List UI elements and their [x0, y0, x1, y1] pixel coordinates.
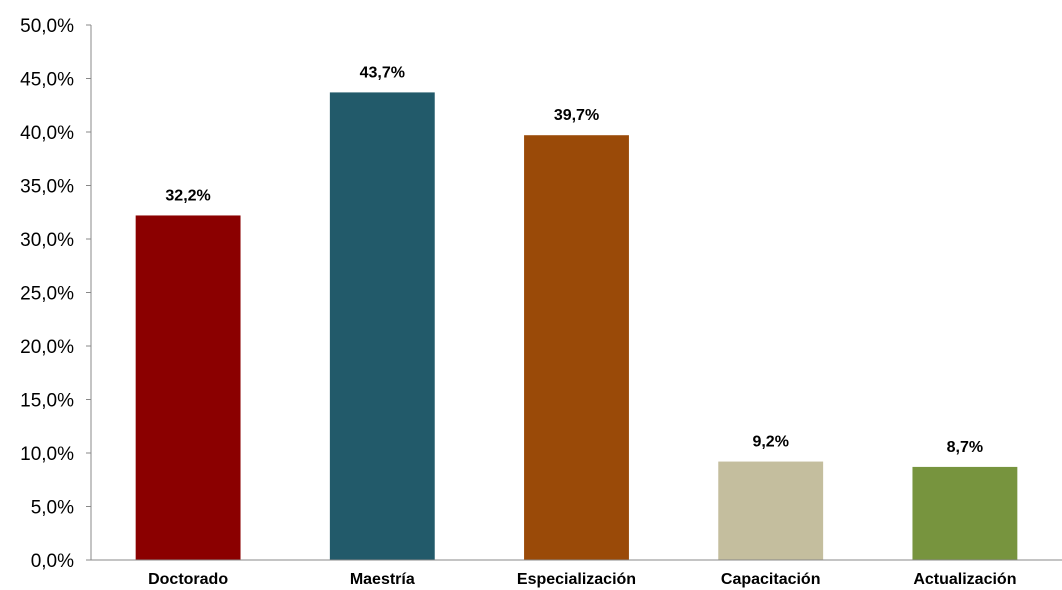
data-label: 39,7% [554, 107, 599, 124]
y-tick-label: 5,0% [31, 498, 74, 519]
y-tick-label: 30,0% [20, 230, 74, 251]
data-label: 43,7% [360, 64, 405, 81]
bar [135, 215, 241, 560]
data-label: 8,7% [947, 439, 983, 456]
y-tick-label: 20,0% [20, 337, 74, 358]
data-labels: 32,2% 43,7% 39,7% 9,2% 8,7% [165, 64, 983, 456]
x-tick-label: Capacitación [721, 571, 821, 588]
y-tick-label: 0,0% [31, 551, 74, 572]
bars [135, 92, 1018, 560]
bar [329, 92, 435, 560]
y-axis: 0,0% 5,0% 10,0% 15,0% 20,0% 25,0% 30,0% 35,0% 40… [20, 16, 92, 572]
bar [524, 135, 629, 560]
x-tick-label: Doctorado [148, 571, 228, 588]
y-tick-label: 40,0% [20, 123, 74, 144]
y-tick-label: 15,0% [20, 391, 74, 412]
bar [912, 466, 1018, 560]
y-tick-label: 10,0% [20, 444, 74, 465]
data-label: 9,2% [752, 434, 788, 451]
x-tick-label: Actualización [913, 571, 1016, 588]
y-tick-label: 25,0% [20, 284, 74, 305]
x-axis: Doctorado Maestría Especialización Capacita… [91, 559, 1062, 588]
y-tick-label: 35,0% [20, 177, 74, 198]
x-tick-label: Maestría [350, 571, 415, 588]
y-tick-label: 50,0% [20, 16, 74, 37]
bar [718, 461, 824, 560]
y-tick-label: 45,0% [20, 70, 74, 91]
data-label: 32,2% [165, 187, 210, 204]
x-tick-label: Especialización [517, 571, 636, 588]
